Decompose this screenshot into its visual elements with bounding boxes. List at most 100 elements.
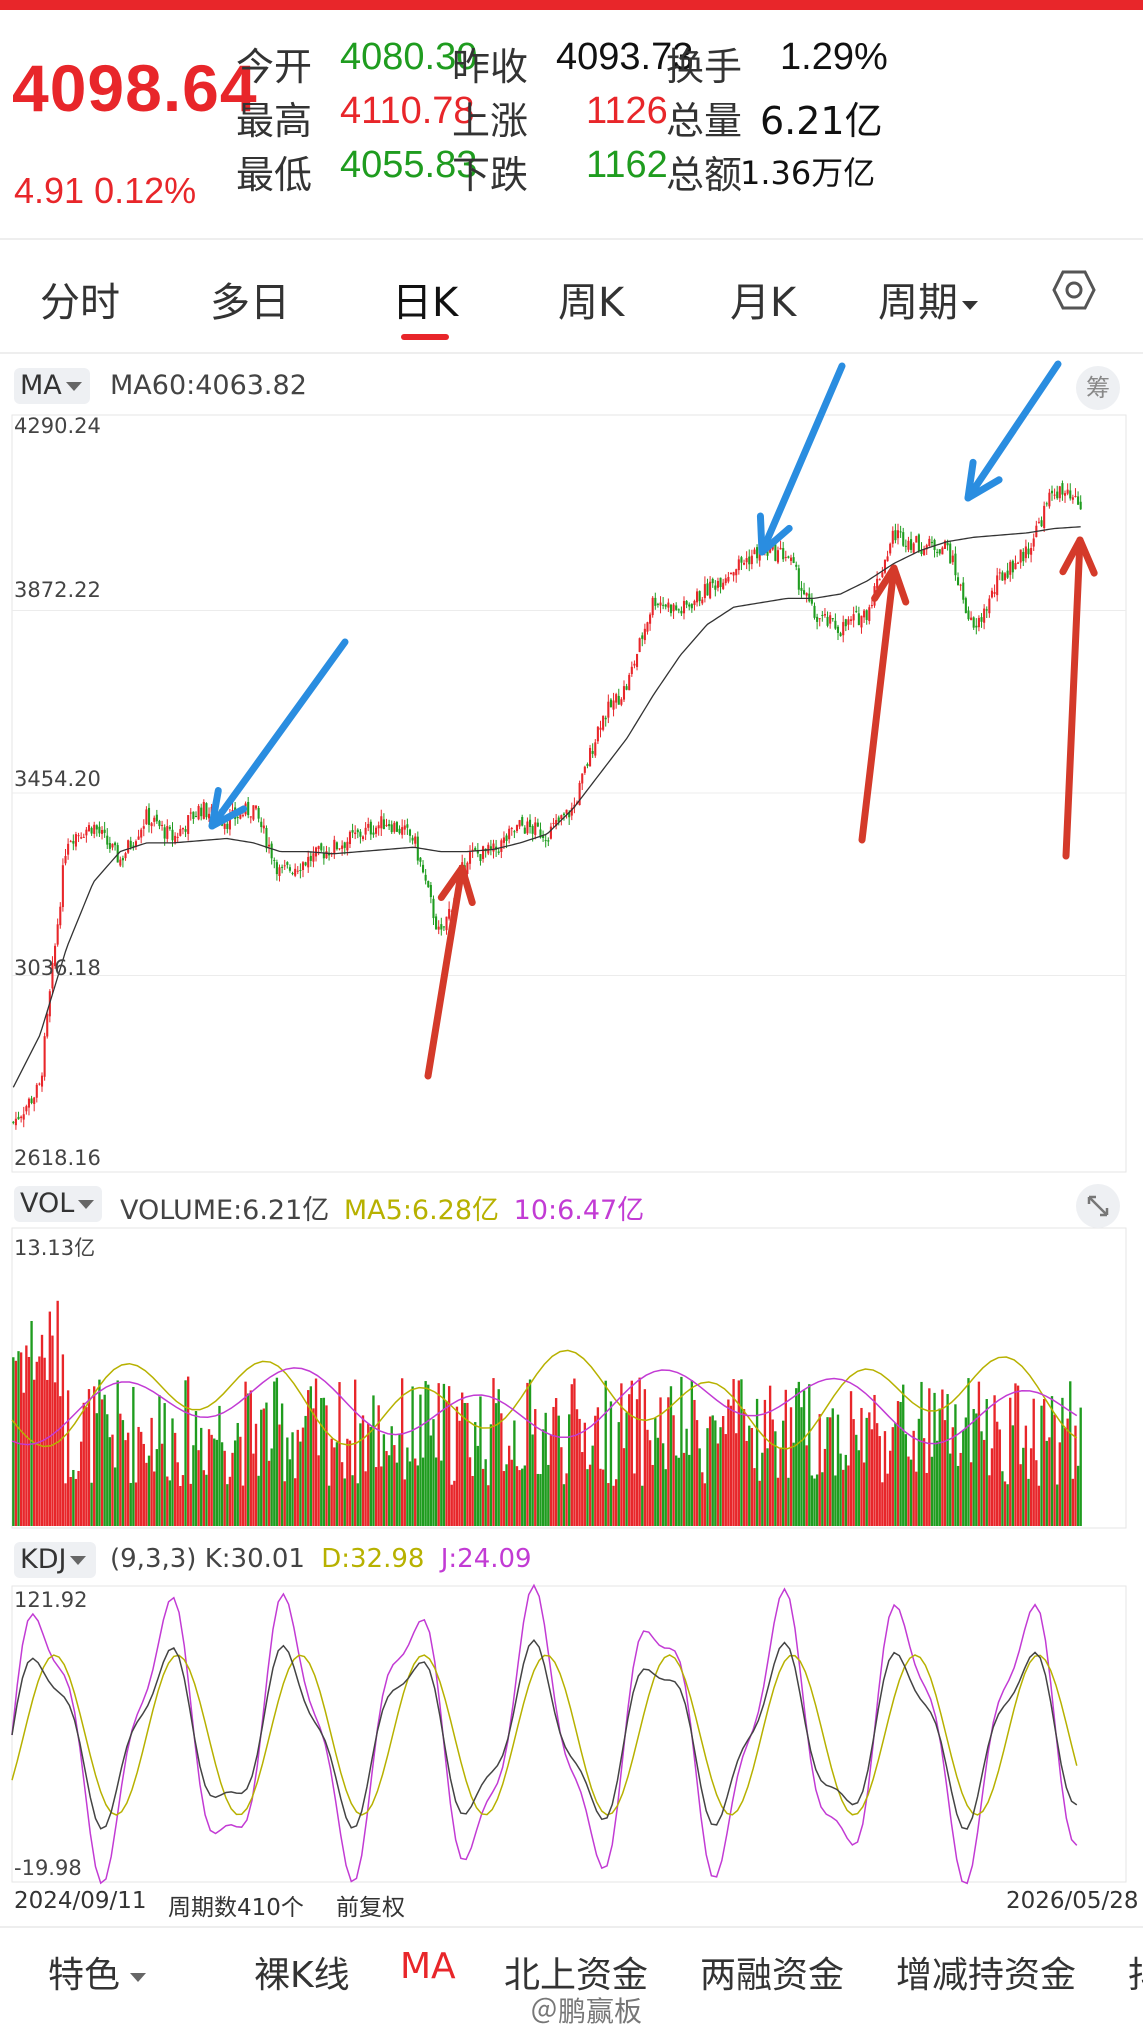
volume-bar [453,1480,456,1526]
kline-candle [168,827,171,829]
naked-k-button[interactable]: 裸K线 [254,1955,350,1996]
tab-monthly-k[interactable]: 月K [730,280,797,326]
kline-candle [602,715,605,730]
tab-intraday[interactable]: 分时 [40,280,120,326]
kline-candle [863,610,866,618]
volume-bar [1019,1464,1022,1526]
volume-bar [588,1464,592,1526]
volume-bar [22,1392,25,1526]
volume-bar [283,1481,286,1526]
kline-candle [560,815,563,820]
y-axis-label: 4290.24 [14,414,101,438]
volume-bar [536,1473,540,1526]
volume-bar [463,1403,466,1526]
period-count: 周期数410个 [168,1895,304,1921]
volume-bar [317,1455,320,1526]
ma-button[interactable]: MA [400,1946,456,1987]
kline-candle [1050,490,1054,494]
volume-bar [226,1484,229,1526]
kline-candle [163,827,166,839]
bottom-toolbar [0,1926,1143,2034]
open-value: 4080.30 [340,36,478,78]
volume-bar [821,1472,824,1526]
volume-bar [570,1384,573,1526]
kdj-indicator-selector[interactable]: KDJ [14,1542,96,1578]
volume-bar [171,1418,174,1526]
volume-bar [521,1468,524,1526]
kline-candle [291,873,294,875]
margin-funds-button[interactable]: 两融资金 [700,1955,845,1996]
kline-candle [1079,501,1082,510]
ma60-value: MA60:4063.82 [110,370,307,401]
more-tab-button[interactable]: 抖 [1128,1946,1143,1998]
tab-daily-k[interactable]: 日K [392,280,459,326]
kline-candle [980,617,983,622]
kline-candle [171,829,174,841]
adjust-mode[interactable]: 前复权 [336,1895,405,1921]
kline-candle [508,828,511,840]
chip-distribution-button[interactable]: 筹 [1076,366,1120,410]
feature-dropdown[interactable]: 特色 [48,1946,147,1998]
northbound-funds-button[interactable]: 北上资金 [504,1955,649,1996]
volume-bar [943,1420,947,1526]
kline-candle [98,826,101,834]
volume-bar [390,1426,393,1526]
volume-bar [523,1465,526,1526]
kline-candle [132,845,135,847]
holding-change-button[interactable]: 增减持资金 [896,1955,1077,1996]
kline-candle [398,828,401,834]
volume-bar [411,1386,414,1526]
tab-multi-day[interactable]: 多日 [210,280,290,326]
volume-bar [549,1434,553,1526]
red-arrow [1062,536,1084,860]
ma-indicator-selector[interactable]: MA [14,368,90,404]
kline-candle [448,908,451,919]
volume-bar [771,1419,774,1526]
kline-candle [685,600,688,605]
vol-indicator-selector[interactable]: VOL [14,1186,102,1222]
kline-candle [93,824,96,834]
tab-period-label: 周期 [878,280,958,326]
volume-bar [236,1422,239,1526]
kline-candle [876,578,879,589]
kline-candle [241,815,245,817]
volume-bar [755,1398,759,1526]
volume-bar [539,1474,542,1526]
kline-candle [842,622,845,636]
kline-candle [646,622,649,632]
volume-bar [860,1407,863,1526]
volume-bar [273,1381,276,1526]
kdj-d: D:32.98 [321,1544,425,1574]
volume-bar [935,1440,939,1526]
volume-bar [654,1418,657,1526]
volume-bar [701,1472,704,1526]
decliners-label: 下跌 [452,153,529,197]
volume-bar [635,1399,639,1526]
volume-bar [455,1406,459,1526]
volume-bar [270,1448,273,1526]
ma60-line [12,526,1081,1088]
volume-bar [962,1430,965,1526]
volume-bar [293,1478,297,1526]
kline-candle [87,825,91,832]
kdj-k-line [11,1638,1078,1830]
expand-icon[interactable] [1076,1184,1120,1228]
tab-weekly-k[interactable]: 周K [558,280,625,326]
top-accent-bar [0,0,1143,10]
volume-bar [922,1438,926,1526]
kline-candle [998,572,1001,574]
volume-bar [625,1412,628,1526]
tab-period-dropdown[interactable]: 周期 [878,270,978,328]
kline-candle [682,600,686,614]
kline-candle [351,830,354,833]
kline-candle [361,836,365,840]
volume-bar [831,1408,834,1526]
kline-candle [910,539,913,550]
kline-candle [1027,548,1030,555]
kline-candle [427,881,430,888]
hexagon-settings-icon[interactable] [1052,268,1096,312]
volume-bar [262,1408,266,1526]
kdj-indicator-label: KDJ [20,1544,67,1575]
kline-candle [722,582,725,589]
volume-bar [518,1470,521,1526]
